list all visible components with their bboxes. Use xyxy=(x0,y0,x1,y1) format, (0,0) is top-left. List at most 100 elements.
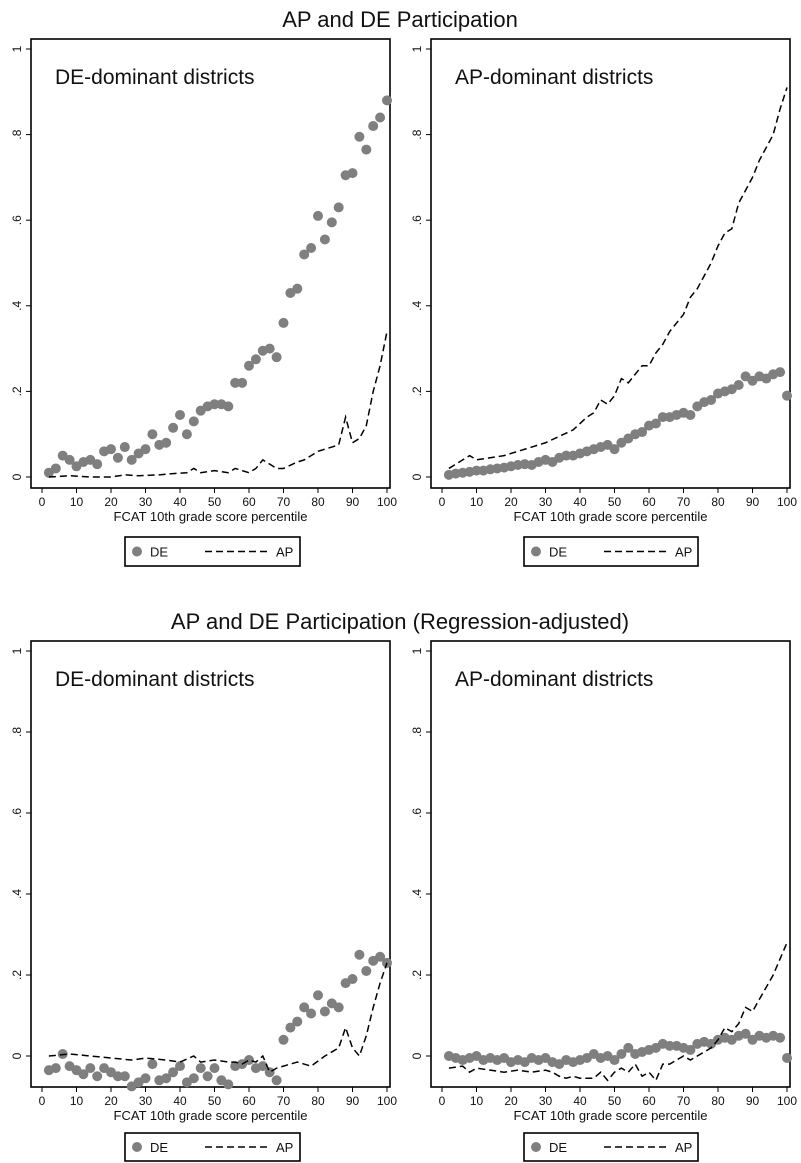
x-tick-label: 0 xyxy=(39,1094,46,1108)
data-point-de xyxy=(609,444,620,455)
panel-title: DE-dominant districts xyxy=(55,668,255,691)
x-tick-label: 60 xyxy=(642,1094,656,1108)
data-point-de xyxy=(347,974,358,985)
y-tick-label: .4 xyxy=(10,300,24,310)
x-tick-label: 70 xyxy=(277,495,291,509)
legend-box xyxy=(124,1132,301,1162)
y-tick-label: 0 xyxy=(410,473,424,480)
y-tick-label: 1 xyxy=(10,647,24,654)
y-tick-label: 0 xyxy=(410,1052,424,1059)
data-point-de xyxy=(609,1055,620,1066)
data-point-de xyxy=(161,437,172,448)
y-tick-label: 0 xyxy=(10,473,24,480)
x-tick-label: 80 xyxy=(311,495,325,509)
y-tick-label: .8 xyxy=(10,727,24,737)
data-point-de xyxy=(147,1059,158,1070)
data-point-de xyxy=(354,131,365,142)
legend-marker-de xyxy=(132,546,142,557)
data-point-de xyxy=(112,1071,123,1082)
x-axis-label: FCAT 10th grade score percentile xyxy=(114,509,308,524)
x-tick-label: 60 xyxy=(242,495,256,509)
data-point-de xyxy=(775,1032,786,1043)
data-point-de xyxy=(319,1006,330,1017)
y-tick-label: .4 xyxy=(10,889,24,899)
y-tick-label: 1 xyxy=(410,647,424,654)
plot-frame xyxy=(430,38,791,489)
x-tick-label: 90 xyxy=(746,1094,760,1108)
x-tick-label: 30 xyxy=(539,495,553,509)
series-line-ap xyxy=(48,331,388,478)
series-line-ap xyxy=(448,942,788,1082)
y-tick-label: .4 xyxy=(410,889,424,899)
x-tick-label: 70 xyxy=(677,1094,691,1108)
data-point-de xyxy=(354,949,365,960)
data-point-de xyxy=(195,1063,206,1074)
x-tick-label: 100 xyxy=(777,495,797,509)
data-point-de xyxy=(209,1063,220,1074)
data-point-de xyxy=(657,412,668,423)
data-point-de xyxy=(264,1067,275,1078)
x-tick-label: 40 xyxy=(173,495,187,509)
x-tick-label: 10 xyxy=(70,1094,84,1108)
data-point-de xyxy=(223,1079,234,1090)
x-tick-label: 50 xyxy=(608,1094,622,1108)
x-tick-label: 30 xyxy=(139,495,153,509)
series-line-ap xyxy=(48,962,388,1074)
legend-label-de: DE xyxy=(549,1140,567,1155)
data-point-de xyxy=(740,1028,751,1039)
data-point-de xyxy=(175,409,185,420)
data-point-de xyxy=(126,454,137,465)
data-point-de xyxy=(306,1008,317,1019)
x-axis-label: FCAT 10th grade score percentile xyxy=(514,1108,708,1123)
x-tick-label: 70 xyxy=(277,1094,291,1108)
x-tick-label: 80 xyxy=(311,1094,325,1108)
x-tick-label: 90 xyxy=(346,495,360,509)
data-point-de xyxy=(278,1034,289,1045)
data-point-de xyxy=(278,317,289,328)
data-point-de xyxy=(119,442,130,453)
x-tick-label: 70 xyxy=(677,495,691,509)
plot-frame xyxy=(30,38,391,489)
data-point-de xyxy=(664,1040,675,1051)
x-tick-label: 0 xyxy=(439,1094,446,1108)
y-tick-label: .8 xyxy=(410,727,424,737)
series-line-ap xyxy=(448,87,788,470)
x-tick-label: 80 xyxy=(711,1094,725,1108)
x-tick-label: 0 xyxy=(39,495,46,509)
x-tick-label: 30 xyxy=(539,1094,553,1108)
data-point-de xyxy=(313,990,323,1001)
data-point-de xyxy=(361,144,372,155)
x-tick-label: 60 xyxy=(242,1094,256,1108)
panel-title: AP-dominant districts xyxy=(455,668,653,691)
y-tick-label: .4 xyxy=(410,300,424,310)
x-tick-label: 100 xyxy=(377,495,397,509)
legend-box xyxy=(523,1132,699,1162)
data-point-de xyxy=(706,394,717,405)
y-tick-label: .2 xyxy=(10,970,24,980)
x-tick-label: 0 xyxy=(439,495,446,509)
data-point-de xyxy=(782,390,792,401)
data-point-de xyxy=(313,210,323,221)
data-point-de xyxy=(299,249,310,260)
legend-marker-de xyxy=(531,1142,541,1152)
data-point-de xyxy=(333,1002,344,1013)
legend-label-de: DE xyxy=(549,545,567,560)
data-point-de xyxy=(106,444,116,455)
data-point-de xyxy=(264,343,275,354)
data-point-de xyxy=(382,95,392,106)
data-point-de xyxy=(271,352,282,363)
data-point-de xyxy=(333,202,344,213)
section-title-bottom: AP and DE Participation (Regression-adju… xyxy=(171,609,629,634)
data-point-de xyxy=(209,399,220,410)
legend-1: DE AP xyxy=(124,536,301,567)
x-tick-label: 10 xyxy=(470,495,484,509)
x-tick-label: 40 xyxy=(573,495,587,509)
data-point-de xyxy=(244,360,254,371)
data-point-de xyxy=(326,217,337,228)
